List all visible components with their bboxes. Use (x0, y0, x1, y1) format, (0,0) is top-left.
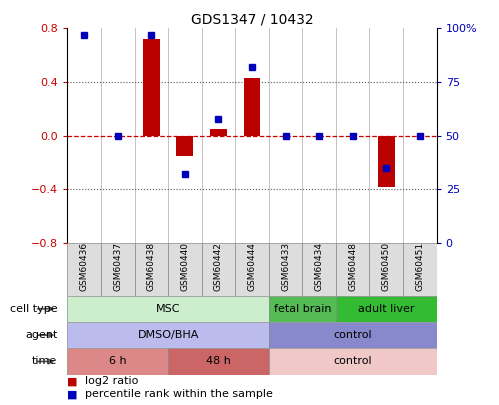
Bar (269, 243, 302, 296)
Text: MSC: MSC (156, 304, 180, 314)
Text: adult liver: adult liver (358, 304, 415, 314)
Text: GSM60436: GSM60436 (80, 242, 89, 291)
Bar (210, 129, 227, 136)
Text: agent: agent (25, 330, 57, 340)
Text: GSM60450: GSM60450 (382, 242, 391, 291)
Text: GSM60442: GSM60442 (214, 242, 223, 291)
Bar (168, 348, 269, 375)
Bar (302, 243, 336, 296)
Text: fetal brain: fetal brain (273, 304, 331, 314)
Bar (336, 243, 369, 296)
Bar (269, 296, 336, 322)
Text: GSM60434: GSM60434 (315, 242, 324, 291)
Bar (67, 296, 269, 322)
Bar (143, 39, 160, 136)
Bar (269, 322, 437, 348)
Bar (177, 136, 193, 156)
Text: ■: ■ (67, 376, 78, 386)
Bar (244, 78, 260, 136)
Bar (67, 243, 101, 296)
Text: 48 h: 48 h (206, 356, 231, 367)
Text: GSM60433: GSM60433 (281, 242, 290, 291)
Bar (67, 322, 269, 348)
Text: time: time (32, 356, 57, 367)
Text: log2 ratio: log2 ratio (85, 376, 138, 386)
Text: 6 h: 6 h (109, 356, 127, 367)
Text: GDS1347 / 10432: GDS1347 / 10432 (191, 12, 313, 26)
Text: GSM60438: GSM60438 (147, 242, 156, 291)
Bar (378, 136, 395, 187)
Text: cell type: cell type (10, 304, 57, 314)
Text: GSM60448: GSM60448 (348, 242, 357, 291)
Bar (403, 243, 437, 296)
Text: control: control (333, 330, 372, 340)
Bar (269, 348, 437, 375)
Text: GSM60437: GSM60437 (113, 242, 122, 291)
Bar (202, 243, 235, 296)
Text: DMSO/BHA: DMSO/BHA (137, 330, 199, 340)
Text: percentile rank within the sample: percentile rank within the sample (85, 389, 273, 399)
Text: GSM60451: GSM60451 (415, 242, 424, 291)
Text: control: control (333, 356, 372, 367)
Text: GSM60440: GSM60440 (180, 242, 189, 291)
Bar (67, 348, 168, 375)
Text: ■: ■ (67, 389, 78, 399)
Bar (369, 243, 403, 296)
Bar (235, 243, 269, 296)
Bar (168, 243, 202, 296)
Bar (101, 243, 135, 296)
Bar (135, 243, 168, 296)
Text: GSM60444: GSM60444 (248, 242, 256, 291)
Bar (336, 296, 437, 322)
